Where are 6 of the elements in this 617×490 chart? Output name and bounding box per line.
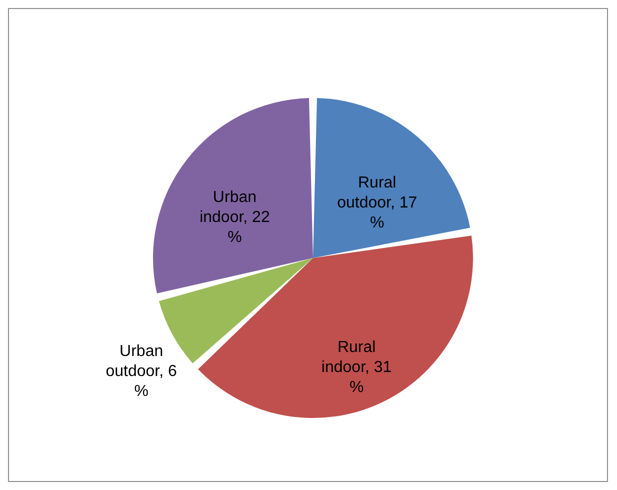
slice-label: Urban outdoor, 6 % [106, 342, 178, 400]
pie-slice [313, 98, 470, 258]
slice-label: Rural indoor, 31 % [321, 339, 392, 396]
pie-slice [153, 98, 313, 294]
slice-label: Rural outdoor, 17 % [337, 174, 418, 232]
slice-label: Urban indoor, 22 % [200, 189, 270, 246]
